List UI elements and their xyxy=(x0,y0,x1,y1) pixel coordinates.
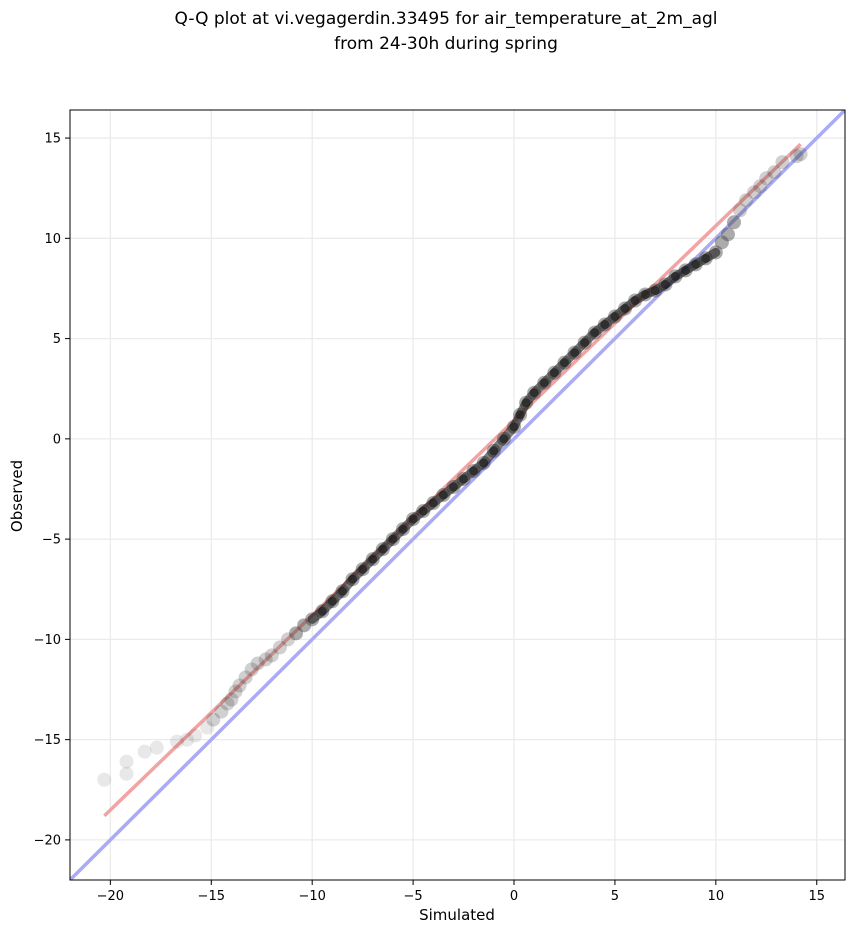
x-tick-label: 0 xyxy=(510,889,518,904)
chart-title: Q-Q plot at vi.vegagerdin.33495 for air_… xyxy=(174,9,717,29)
quantile-point xyxy=(714,235,729,250)
quantile-point xyxy=(272,640,287,655)
y-tick-label: 15 xyxy=(44,132,61,147)
fit-line-layer xyxy=(103,142,802,818)
x-tick-label: 15 xyxy=(808,889,825,904)
quantile-point xyxy=(97,772,112,787)
y-tick-label: 0 xyxy=(53,432,61,447)
x-tick-label: 10 xyxy=(708,889,725,904)
quantile-point xyxy=(220,696,235,711)
x-tick-label: −5 xyxy=(404,889,423,904)
quantile-point xyxy=(224,692,239,707)
plot-frame xyxy=(69,109,846,881)
quantile-point xyxy=(119,754,134,769)
quantile-point xyxy=(720,227,735,242)
quantile-point xyxy=(188,728,203,743)
x-tick-label: −20 xyxy=(97,889,124,904)
quantile-point xyxy=(258,652,273,667)
y-tick-label: −20 xyxy=(34,833,61,848)
identity-line xyxy=(70,110,845,880)
chart-subtitle: from 24-30h during spring xyxy=(334,34,558,54)
x-tick-label: −15 xyxy=(198,889,225,904)
y-tick-label: −10 xyxy=(34,633,61,648)
quantile-points xyxy=(97,147,808,787)
quantile-point xyxy=(280,632,295,647)
quantile-point xyxy=(297,618,312,633)
y-tick-label: 10 xyxy=(44,232,61,247)
quantile-point xyxy=(180,732,195,747)
quantile-point xyxy=(244,662,259,677)
quantile-point xyxy=(228,684,243,699)
x-axis-label: Simulated xyxy=(419,906,495,924)
x-axis: −20 −15 −10 −5 0 5 10 15 xyxy=(97,880,825,904)
quantile-point xyxy=(214,704,229,719)
quantile-point xyxy=(149,740,164,755)
quantile-point xyxy=(238,670,253,685)
quantile-point xyxy=(206,712,221,727)
quantile-point xyxy=(747,185,762,200)
quantile-point xyxy=(753,179,768,194)
quantile-point xyxy=(759,171,774,186)
fit-line xyxy=(103,142,802,818)
y-axis-label: Observed xyxy=(8,460,26,532)
grid-lines xyxy=(70,110,845,880)
quantile-band xyxy=(701,247,721,263)
x-tick-label: −10 xyxy=(298,889,325,904)
quantile-point xyxy=(119,766,134,781)
quantile-point xyxy=(775,155,790,170)
y-axis: −20 −15 −10 −5 0 5 10 15 xyxy=(34,132,70,848)
quantile-point xyxy=(264,648,279,663)
quantile-point xyxy=(169,734,184,749)
quantile-point xyxy=(739,193,754,208)
quantile-point xyxy=(767,165,782,180)
quantile-point xyxy=(232,678,247,693)
x-tick-label: 5 xyxy=(611,889,619,904)
quantile-point xyxy=(250,656,265,671)
quantile-point xyxy=(289,626,304,641)
quantile-point xyxy=(793,147,808,162)
quantile-point xyxy=(726,215,741,230)
y-tick-label: −15 xyxy=(34,733,61,748)
y-tick-label: 5 xyxy=(53,332,61,347)
identity-line-layer xyxy=(70,110,845,880)
quantile-point xyxy=(200,720,215,735)
y-tick-label: −5 xyxy=(42,533,61,548)
quantile-point xyxy=(789,149,804,164)
quantile-point xyxy=(137,744,152,759)
quantile-point xyxy=(733,203,748,218)
